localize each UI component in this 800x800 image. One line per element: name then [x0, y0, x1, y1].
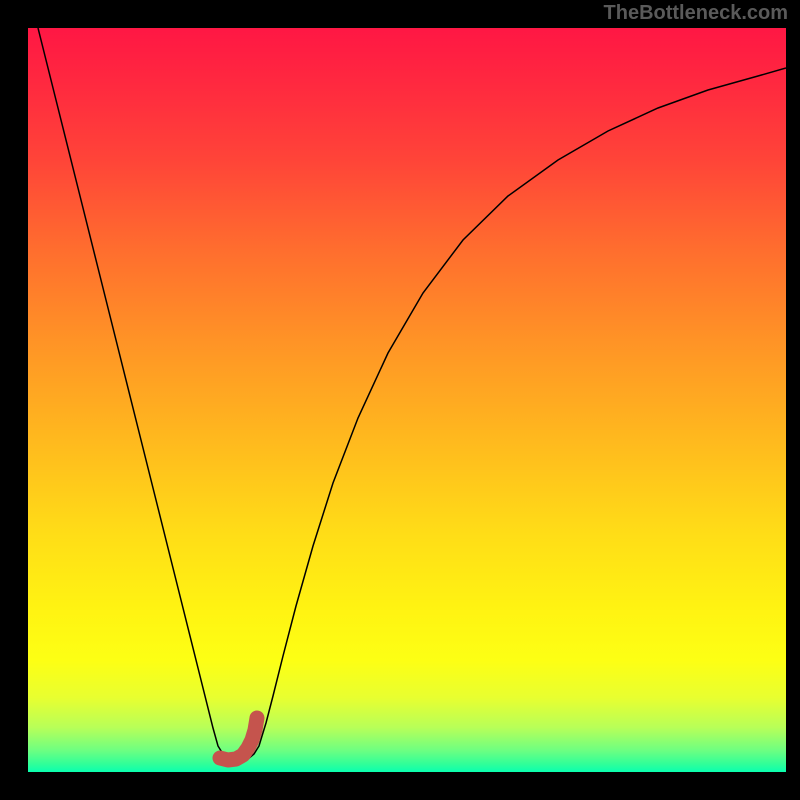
chart-plot-area [28, 28, 786, 772]
main-curve-path [38, 28, 786, 761]
marker-j-path [220, 718, 257, 760]
watermark-text: TheBottleneck.com [604, 2, 788, 25]
bottleneck-curve [28, 28, 786, 772]
